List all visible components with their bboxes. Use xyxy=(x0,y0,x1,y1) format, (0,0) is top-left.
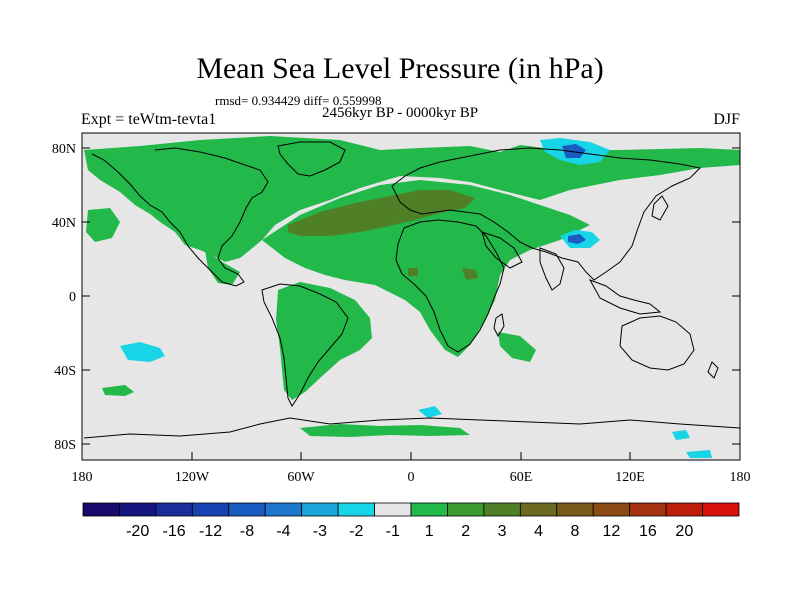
blue-tibet-core xyxy=(568,234,586,244)
lon-tick-180w: 180 xyxy=(72,470,93,485)
cyan-antarctic-2 xyxy=(672,430,690,440)
colorbar-swatch xyxy=(629,502,667,517)
anomaly-fields xyxy=(84,136,740,458)
green-south-pacific xyxy=(102,385,134,396)
cyan-antarctic-3 xyxy=(686,450,712,458)
lat-tick-80n: 80N xyxy=(52,142,76,157)
colorbar-label: 3 xyxy=(498,523,507,540)
colorbar-swatch xyxy=(337,502,375,517)
colorbar-swatch xyxy=(556,502,594,517)
lon-tick-120e: 120E xyxy=(615,470,645,485)
colorbar-label: 16 xyxy=(639,523,657,540)
coastline-greenland xyxy=(277,141,346,177)
coastline-north-america xyxy=(91,147,269,287)
coastline-japan xyxy=(651,195,669,221)
lat-tick-80s: 80S xyxy=(54,438,76,453)
darkgreen-africa-patch-1 xyxy=(462,268,478,280)
colorbar-swatch xyxy=(483,502,521,517)
colorbar-label: 20 xyxy=(675,523,693,540)
lon-tick-60w: 60W xyxy=(287,470,315,485)
colorbar-swatch xyxy=(155,502,193,517)
colorbar-swatch xyxy=(410,502,448,517)
colorbar-label: -3 xyxy=(313,523,327,540)
colorbar-label: -20 xyxy=(126,523,149,540)
colorbar-swatch xyxy=(82,502,120,517)
colorbar-label: -8 xyxy=(240,523,254,540)
cyan-south-pacific xyxy=(120,342,165,362)
green-south-america xyxy=(276,282,372,400)
lat-tick-40s: 40S xyxy=(54,364,76,379)
blue-siberia-core xyxy=(562,144,586,158)
period-label: 2456kyr BP - 0000kyr BP xyxy=(322,105,479,121)
colorbar-label: -16 xyxy=(163,523,186,540)
colorbar-swatch xyxy=(702,502,740,517)
colorbar-label: -4 xyxy=(276,523,290,540)
colorbar-label: 12 xyxy=(603,523,621,540)
lon-tick-60e: 60E xyxy=(510,470,533,485)
colorbar-swatch xyxy=(665,502,703,517)
colorbar-swatch xyxy=(447,502,485,517)
colorbar-label: -1 xyxy=(386,523,400,540)
coastline-australia xyxy=(619,315,695,371)
colorbar-swatch xyxy=(119,502,157,517)
stats-line: rmsd= 0.934429 diff= 0.559998 xyxy=(215,93,382,108)
coastline-india xyxy=(539,247,565,291)
map-title: Mean Sea Level Pressure (in hPa) xyxy=(196,52,604,85)
colorbar-label: -12 xyxy=(199,523,222,540)
colorbar-label: 2 xyxy=(461,523,470,540)
coastline-south-america xyxy=(261,283,349,407)
green-central-america xyxy=(205,250,240,285)
green-north-america-arctic xyxy=(84,136,740,262)
colorbar-swatch xyxy=(519,502,558,517)
colorbar-swatch xyxy=(264,502,303,517)
green-west-pacific xyxy=(86,208,120,242)
coastline-southeast-asia xyxy=(588,279,662,315)
colorbar-swatch xyxy=(191,502,230,517)
lon-tick-0: 0 xyxy=(408,470,415,485)
coastline-arabia xyxy=(481,231,523,269)
colorbar: -20 -16 -12 -8 -4 -3 -2 -1 1 2 3 4 8 12 16 20 xyxy=(82,502,740,540)
colorbar-swatch xyxy=(592,502,631,517)
coastlines xyxy=(83,141,741,439)
coastline-europe-asia xyxy=(391,147,702,281)
lat-ticks: 80N 40N 0 40S 80S xyxy=(52,142,740,453)
colorbar-label: 1 xyxy=(425,523,434,540)
colorbar-swatch xyxy=(374,502,412,517)
green-indian-ocean xyxy=(498,332,536,362)
colorbar-label: 8 xyxy=(571,523,580,540)
experiment-label: Expt = teWtm-tevta1 xyxy=(81,111,217,128)
green-antarctic-strip xyxy=(300,424,470,437)
lon-ticks: 180 120W 60W 0 60E 120E 180 xyxy=(72,452,751,485)
cyan-antarctic-1 xyxy=(418,406,442,418)
season-label: DJF xyxy=(713,111,740,128)
colorbar-swatch xyxy=(301,502,339,517)
darkgreen-africa-patch-2 xyxy=(408,268,418,276)
lat-tick-40n: 40N xyxy=(52,216,76,231)
coastline-africa xyxy=(395,219,505,353)
lon-tick-120w: 120W xyxy=(175,470,210,485)
coastline-antarctica xyxy=(83,417,741,439)
colorbar-swatch xyxy=(228,502,266,517)
lat-tick-0: 0 xyxy=(69,290,76,305)
coastline-madagascar xyxy=(493,313,505,338)
colorbar-label: 4 xyxy=(534,523,543,540)
coastline-new-zealand xyxy=(707,361,719,379)
lon-tick-180e: 180 xyxy=(730,470,751,485)
darkgreen-atlantic-europe xyxy=(288,190,475,236)
colorbar-label: -2 xyxy=(349,523,363,540)
